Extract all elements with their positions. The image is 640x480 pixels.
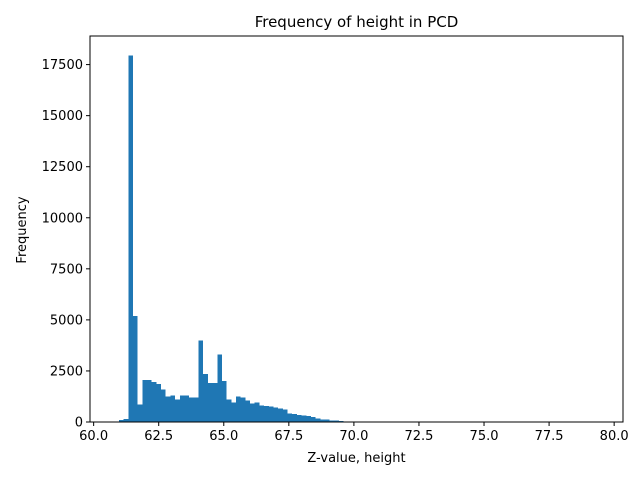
- x-tick-label: 62.5: [144, 429, 173, 444]
- histogram-bar: [259, 405, 265, 422]
- x-tick-label: 77.5: [535, 429, 564, 444]
- histogram-bar: [207, 383, 213, 422]
- x-axis-label: Z-value, height: [307, 451, 405, 466]
- histogram-bar: [296, 414, 302, 422]
- histogram-bar: [212, 383, 218, 422]
- histogram-bar: [292, 414, 297, 422]
- y-tick-label: 12500: [42, 160, 83, 175]
- y-axis-ticks: 0 2500 5000 7500 10000 12500 15000 17500: [42, 58, 90, 431]
- histogram-bar: [128, 55, 133, 423]
- histogram-bar: [315, 418, 321, 422]
- histogram-bar: [184, 395, 190, 422]
- y-tick-label: 0: [75, 416, 83, 431]
- y-tick-label: 2500: [50, 364, 83, 379]
- chart-title: Frequency of height in PCD: [255, 13, 459, 31]
- histogram-bar: [221, 381, 227, 422]
- histogram-bar: [118, 419, 124, 422]
- histogram-bar: [226, 399, 232, 422]
- histogram-bar: [250, 403, 255, 422]
- histogram-bar: [132, 315, 138, 422]
- histogram-bar: [189, 397, 194, 422]
- y-tick-label: 17500: [42, 58, 83, 73]
- histogram-bar: [198, 340, 204, 422]
- y-tick-label: 15000: [42, 109, 83, 124]
- y-tick-label: 5000: [50, 313, 83, 328]
- histogram-bars: [114, 55, 363, 423]
- y-tick-label: 10000: [42, 211, 83, 226]
- histogram-bar: [301, 415, 307, 422]
- y-tick-label: 7500: [50, 262, 83, 277]
- histogram-bar: [156, 384, 162, 422]
- x-tick-label: 67.5: [274, 429, 303, 444]
- histogram-bar: [165, 396, 171, 422]
- histogram-bar: [170, 395, 176, 422]
- histogram-bar: [203, 374, 208, 422]
- y-axis-label: Frequency: [15, 196, 30, 263]
- x-tick-label: 72.5: [404, 429, 433, 444]
- histogram-bar: [278, 408, 283, 422]
- histogram-bar: [137, 404, 143, 422]
- x-tick-label: 75.0: [470, 429, 499, 444]
- histogram-bar: [236, 396, 241, 422]
- histogram-bar: [161, 389, 166, 422]
- histogram-bar: [146, 380, 152, 422]
- histogram-bar: [254, 402, 260, 422]
- x-tick-label: 80.0: [600, 429, 629, 444]
- histogram-bar: [142, 380, 147, 422]
- histogram-bar: [334, 420, 340, 422]
- histogram-bar: [245, 400, 251, 422]
- histogram-bar: [217, 354, 222, 422]
- plot-area-frame: [89, 35, 624, 423]
- histogram-bar: [175, 399, 180, 422]
- histogram-bar: [231, 402, 237, 422]
- histogram-bar: [240, 397, 246, 422]
- histogram-bar: [329, 420, 335, 422]
- histogram-bar: [310, 416, 316, 422]
- histogram-bar: [325, 419, 330, 422]
- histogram-bar: [306, 415, 311, 422]
- histogram-bar: [193, 397, 199, 422]
- histogram-bar: [264, 406, 269, 422]
- histogram-bar: [282, 409, 288, 422]
- x-tick-label: 70.0: [339, 429, 368, 444]
- histogram-bar: [151, 382, 157, 422]
- x-tick-label: 65.0: [209, 429, 238, 444]
- x-axis-ticks: 60.0 62.5 65.0 67.5 70.0 72.5 75.0 77.5 80.0: [79, 422, 629, 444]
- histogram-bar: [273, 407, 279, 422]
- histogram-bar: [320, 419, 326, 422]
- x-tick-label: 60.0: [79, 429, 108, 444]
- histogram-bar: [268, 406, 274, 422]
- histogram-bar: [123, 418, 129, 422]
- histogram-bar: [179, 395, 185, 422]
- histogram-bar: [287, 413, 293, 422]
